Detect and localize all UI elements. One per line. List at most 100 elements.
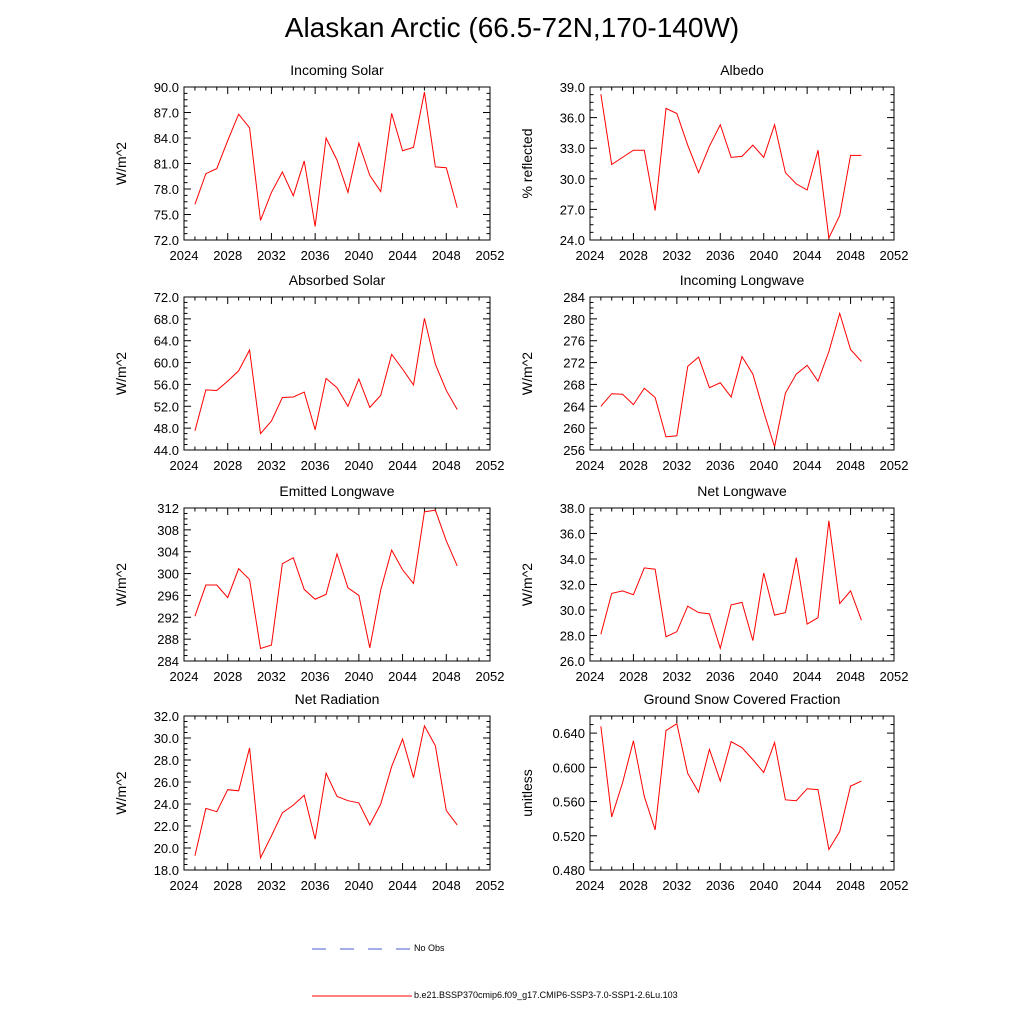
y-tick-label: 64.0 [154,334,179,349]
y-tick-label: 28.0 [560,629,585,644]
y-tick-label: 75.0 [154,208,179,223]
y-tick-label: 60.0 [154,356,179,371]
y-tick-label: 30.0 [560,603,585,618]
x-tick-label: 2024 [576,669,605,684]
x-tick-label: 2024 [170,248,199,263]
x-tick-label: 2032 [257,458,286,473]
y-tick-label: 296 [157,588,179,603]
y-tick-label: 32.0 [560,578,585,593]
x-tick-label: 2036 [706,878,735,893]
y-tick-label: 87.0 [154,106,179,121]
x-tick-label: 2052 [476,248,505,263]
chart-title: Emitted Longwave [279,483,394,499]
y-tick-label: 268 [563,377,585,392]
x-tick-label: 2052 [880,458,909,473]
x-tick-label: 2040 [749,669,778,684]
plot-frame [183,86,491,241]
plot-frame [589,715,895,871]
chart-panel: 2024 2028 2032 2036 2040 2044 2048 2052 18.0 20.0… [113,691,504,893]
x-tick-label: 2048 [432,669,461,684]
x-tick-label: 2044 [793,878,822,893]
chart-title: Ground Snow Covered Fraction [644,691,841,707]
y-axis-label: W/m^2 [113,142,129,185]
x-tick-label: 2028 [619,669,648,684]
y-tick-label: 0.480 [552,863,585,878]
x-tick-label: 2036 [706,458,735,473]
y-tick-label: 48.0 [154,421,179,436]
y-tick-label: 32.0 [154,709,179,724]
x-tick-label: 2032 [662,248,691,263]
x-tick-label: 2032 [662,669,691,684]
series-line [194,318,458,435]
y-tick-label: 20.0 [154,841,179,856]
x-tick-label: 2044 [388,669,417,684]
x-tick-label: 2028 [213,669,242,684]
figure-title: Alaskan Arctic (66.5-72N,170-140W) [284,12,740,43]
x-tick-label: 2040 [344,878,373,893]
y-tick-label: 312 [157,501,179,516]
y-axis-label: W/m^2 [113,771,129,814]
y-axis-label: unitless [519,769,535,816]
y-axis-label: % reflected [519,128,535,198]
x-tick-label: 2044 [388,248,417,263]
x-tick-label: 2036 [301,248,330,263]
x-tick-label: 2024 [170,878,199,893]
y-tick-label: 272 [563,356,585,371]
x-tick-label: 2028 [213,248,242,263]
x-tick-label: 2052 [476,458,505,473]
y-tick-label: 72.0 [154,290,179,305]
y-tick-label: 44.0 [154,443,179,458]
y-tick-label: 292 [157,610,179,625]
x-tick-label: 2036 [706,669,735,684]
series-line [194,724,458,860]
y-tick-label: 284 [563,290,585,305]
y-tick-label: 260 [563,421,585,436]
x-tick-label: 2028 [619,248,648,263]
x-tick-label: 2024 [170,669,199,684]
y-tick-label: 24.0 [154,797,179,812]
x-tick-label: 2040 [749,248,778,263]
legend-obs-label: No Obs [414,943,445,953]
x-tick-label: 2044 [388,878,417,893]
y-tick-label: 284 [157,654,179,669]
y-axis-label: W/m^2 [519,563,535,606]
x-tick-label: 2040 [344,248,373,263]
x-tick-label: 2024 [576,248,605,263]
x-tick-label: 2036 [301,669,330,684]
chart-title: Albedo [720,62,764,78]
y-tick-label: 84.0 [154,131,179,146]
y-tick-label: 36.0 [560,527,585,542]
x-tick-label: 2028 [619,458,648,473]
y-tick-label: 26.0 [560,654,585,669]
chart-panel: 2024 2028 2032 2036 2040 2044 2048 2052 26.0 28.0… [519,483,908,684]
y-axis-label: W/m^2 [113,352,129,395]
series-line [600,520,862,651]
x-tick-label: 2036 [301,878,330,893]
x-tick-label: 2044 [793,458,822,473]
x-tick-label: 2052 [880,248,909,263]
x-tick-label: 2040 [344,458,373,473]
x-tick-label: 2040 [344,669,373,684]
series-line [194,92,458,227]
series-line [194,509,458,650]
y-tick-label: 30.0 [154,731,179,746]
y-tick-label: 39.0 [560,80,585,95]
series-line [600,94,862,240]
x-tick-label: 2048 [432,878,461,893]
x-tick-label: 2032 [662,458,691,473]
x-tick-label: 2048 [836,878,865,893]
x-tick-label: 2052 [880,878,909,893]
y-tick-label: 300 [157,567,179,582]
y-tick-label: 56.0 [154,377,179,392]
x-tick-label: 2036 [301,458,330,473]
y-tick-label: 68.0 [154,312,179,327]
chart-title: Net Longwave [697,483,787,499]
y-tick-label: 38.0 [560,501,585,516]
y-tick-label: 24.0 [560,233,585,248]
chart-panel: 2024 2028 2032 2036 2040 2044 2048 2052 284 288 29… [113,483,504,684]
x-tick-label: 2024 [170,458,199,473]
y-tick-label: 0.560 [552,795,585,810]
y-tick-label: 0.640 [552,726,585,741]
y-tick-label: 36.0 [560,111,585,126]
x-tick-label: 2048 [836,248,865,263]
